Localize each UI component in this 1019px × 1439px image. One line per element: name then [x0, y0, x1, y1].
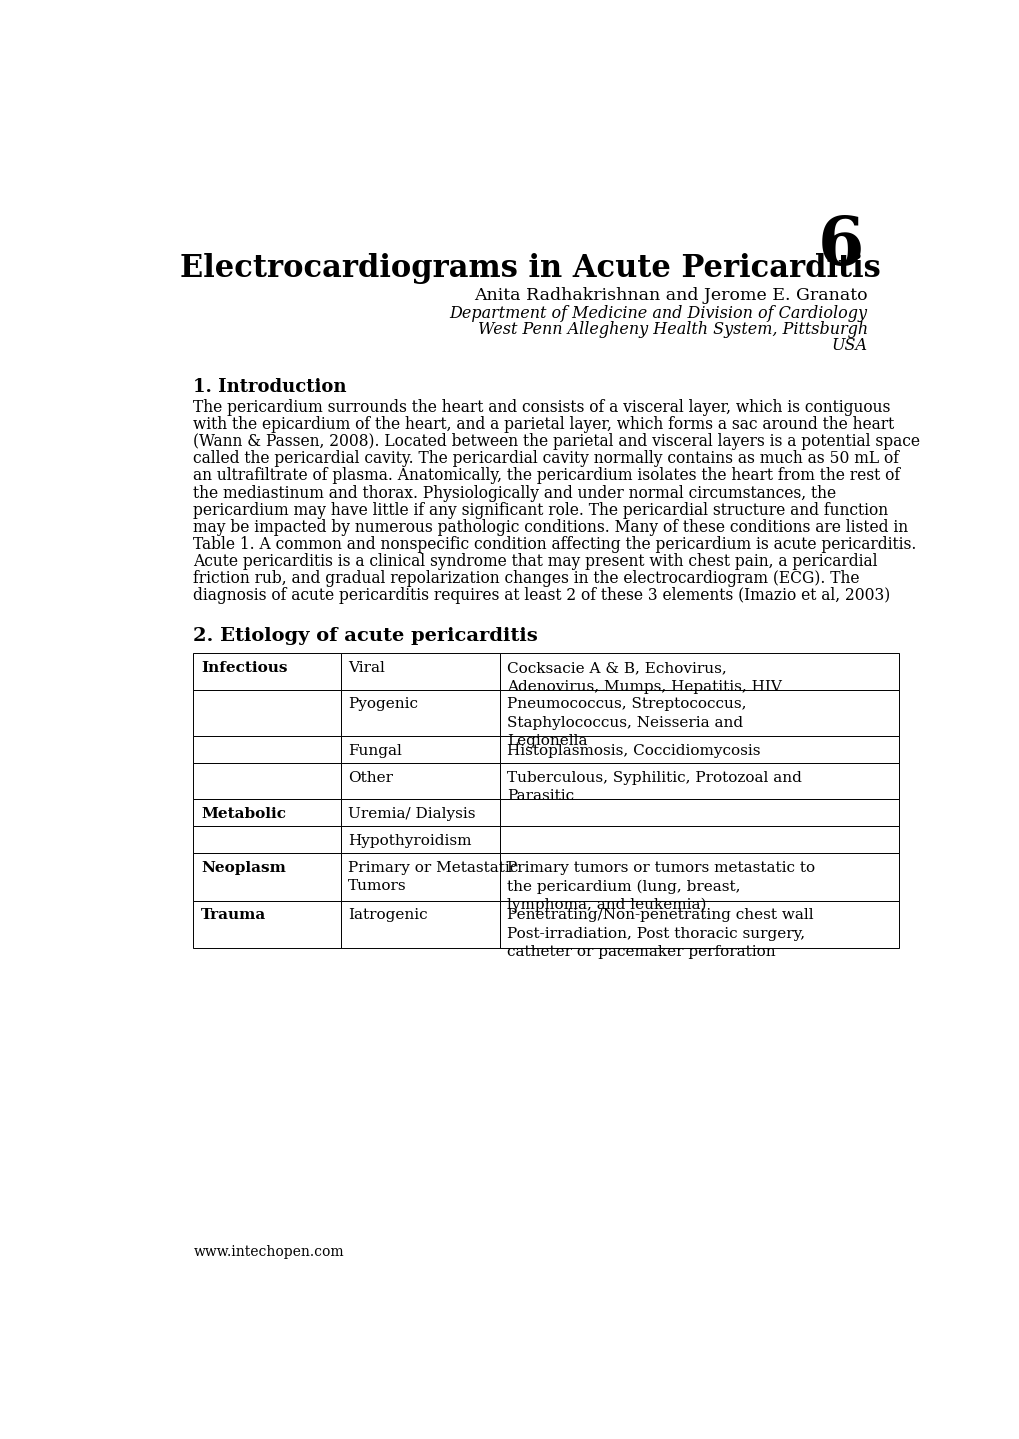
Bar	[194, 735, 340, 763]
Bar	[340, 799, 499, 826]
Text: Acute pericarditis is a clinical syndrome that may present with chest pain, a pe: Acute pericarditis is a clinical syndrom…	[194, 553, 877, 570]
Bar	[340, 763, 499, 799]
Text: (Wann & Passen, 2008). Located between the parietal and visceral layers is a pot: (Wann & Passen, 2008). Located between t…	[194, 433, 919, 450]
Bar	[340, 689, 499, 735]
Text: Iatrogenic: Iatrogenic	[348, 908, 428, 922]
Text: an ultrafiltrate of plasma. Anatomically, the pericardium isolates the heart fro: an ultrafiltrate of plasma. Anatomically…	[194, 468, 900, 485]
Bar	[499, 653, 898, 689]
Text: Electrocardiograms in Acute Pericarditis: Electrocardiograms in Acute Pericarditis	[180, 253, 880, 283]
Bar	[499, 689, 898, 735]
Text: pericardium may have little if any significant role. The pericardial structure a: pericardium may have little if any signi…	[194, 502, 888, 518]
Text: Table 1. A common and nonspecific condition affecting the pericardium is acute p: Table 1. A common and nonspecific condit…	[194, 535, 916, 553]
Bar	[194, 689, 340, 735]
Text: 1. Introduction: 1. Introduction	[194, 378, 346, 396]
Text: The pericardium surrounds the heart and consists of a visceral layer, which is c: The pericardium surrounds the heart and …	[194, 399, 890, 416]
Text: Infectious: Infectious	[201, 661, 287, 675]
Text: friction rub, and gradual repolarization changes in the electrocardiogram (ECG).: friction rub, and gradual repolarization…	[194, 570, 859, 587]
Text: Department of Medicine and Division of Cardiology: Department of Medicine and Division of C…	[449, 305, 867, 322]
Text: Uremia/ Dialysis: Uremia/ Dialysis	[348, 807, 476, 820]
Text: Penetrating/Non-penetrating chest wall
Post-irradiation, Post thoracic surgery,
: Penetrating/Non-penetrating chest wall P…	[506, 908, 813, 960]
Text: may be impacted by numerous pathologic conditions. Many of these conditions are : may be impacted by numerous pathologic c…	[194, 518, 908, 535]
Bar	[340, 653, 499, 689]
Text: Neoplasm: Neoplasm	[201, 861, 285, 875]
Text: Hypothyroidism: Hypothyroidism	[348, 833, 472, 848]
Bar	[340, 901, 499, 948]
Bar	[194, 653, 340, 689]
Text: Fungal: Fungal	[348, 744, 401, 757]
Text: diagnosis of acute pericarditis requires at least 2 of these 3 elements (Imazio : diagnosis of acute pericarditis requires…	[194, 587, 890, 604]
Text: Trauma: Trauma	[201, 908, 266, 922]
Bar	[194, 826, 340, 853]
Text: USA: USA	[830, 338, 867, 354]
Text: Tuberculous, Syphilitic, Protozoal and
Parasitic: Tuberculous, Syphilitic, Protozoal and P…	[506, 770, 801, 803]
Text: Other: Other	[348, 770, 393, 784]
Text: Metabolic: Metabolic	[201, 807, 286, 820]
Bar	[499, 826, 898, 853]
Text: Pneumococcus, Streptococcus,
Staphylococcus, Neisseria and
Legionella: Pneumococcus, Streptococcus, Staphylococ…	[506, 698, 746, 748]
Text: with the epicardium of the heart, and a parietal layer, which forms a sac around: with the epicardium of the heart, and a …	[194, 416, 894, 433]
Text: Viral: Viral	[348, 661, 385, 675]
Bar	[340, 735, 499, 763]
Bar	[499, 853, 898, 901]
Text: called the pericardial cavity. The pericardial cavity normally contains as much : called the pericardial cavity. The peric…	[194, 450, 899, 468]
Text: Primary or Metastatic
Tumors: Primary or Metastatic Tumors	[348, 861, 518, 894]
Text: Cocksacie A & B, Echovirus,
Adenovirus, Mumps, Hepatitis, HIV: Cocksacie A & B, Echovirus, Adenovirus, …	[506, 661, 782, 694]
Bar	[499, 763, 898, 799]
Text: 2. Etiology of acute pericarditis: 2. Etiology of acute pericarditis	[194, 627, 538, 645]
Bar	[194, 763, 340, 799]
Bar	[194, 799, 340, 826]
Text: Anita Radhakrishnan and Jerome E. Granato: Anita Radhakrishnan and Jerome E. Granat…	[474, 288, 867, 305]
Text: West Penn Allegheny Health System, Pittsburgh: West Penn Allegheny Health System, Pitts…	[477, 321, 867, 338]
Bar	[194, 853, 340, 901]
Bar	[499, 735, 898, 763]
Text: 6: 6	[816, 214, 863, 279]
Bar	[499, 799, 898, 826]
Text: Histoplasmosis, Coccidiomycosis: Histoplasmosis, Coccidiomycosis	[506, 744, 760, 757]
Bar	[194, 901, 340, 948]
Bar	[499, 901, 898, 948]
Text: www.intechopen.com: www.intechopen.com	[194, 1245, 343, 1259]
Text: Primary tumors or tumors metastatic to
the pericardium (lung, breast,
lymphoma, : Primary tumors or tumors metastatic to t…	[506, 861, 814, 912]
Text: Pyogenic: Pyogenic	[348, 698, 418, 711]
Text: the mediastinum and thorax. Physiologically and under normal circumstances, the: the mediastinum and thorax. Physiologica…	[194, 485, 836, 502]
Bar	[340, 826, 499, 853]
Bar	[340, 853, 499, 901]
